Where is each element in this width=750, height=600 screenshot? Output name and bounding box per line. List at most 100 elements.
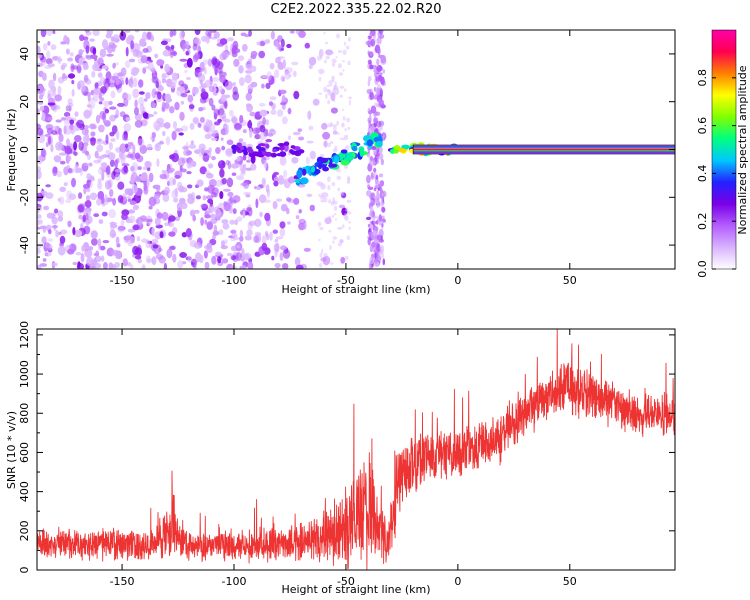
noise-blob (368, 119, 372, 129)
noise-blob (123, 123, 132, 132)
noise-blob (151, 76, 159, 84)
noise-blob (214, 65, 218, 76)
y-tick-label: 0 (18, 146, 31, 153)
noise-blob (188, 144, 197, 149)
noise-blob (39, 225, 48, 230)
chirp-blob (366, 139, 374, 147)
noise-blob (142, 112, 149, 119)
y-tick-label: 0 (18, 567, 31, 574)
noise-blob (245, 92, 252, 102)
noise-blob (168, 215, 176, 222)
noise-blob (147, 61, 154, 71)
noise-blob (93, 213, 100, 218)
noise-blob (236, 156, 242, 162)
noise-blob (238, 65, 244, 74)
noise-blob (279, 156, 287, 166)
noise-blob (45, 192, 54, 200)
noise-blob (339, 94, 344, 98)
noise-blob (212, 58, 221, 68)
noise-blob (100, 255, 105, 262)
y-tick-label: 800 (18, 403, 31, 424)
noise-blob (51, 262, 58, 267)
snr-line (37, 329, 675, 570)
noise-blob (125, 46, 129, 57)
noise-blob (332, 125, 337, 131)
noise-blob (276, 198, 283, 202)
noise-blob (186, 57, 193, 68)
noise-blob (219, 38, 228, 45)
noise-blob (197, 45, 202, 55)
noise-blob (226, 139, 234, 146)
noise-blob (230, 229, 237, 234)
noise-blob (327, 184, 331, 191)
spectrogram-panel: -150 -100 -50 0 50 -40 -20 0 20 40 Height of stra… (5, 29, 676, 296)
noise-blob (78, 49, 85, 53)
noise-blob (185, 76, 191, 81)
noise-blob (161, 78, 167, 84)
noise-blob (177, 157, 185, 167)
noise-blob (127, 141, 132, 150)
noise-blob (42, 72, 47, 82)
noise-blob (346, 117, 350, 123)
noise-blob (326, 142, 331, 148)
noise-blob (114, 62, 119, 66)
noise-blob (366, 174, 371, 184)
noise-blob (371, 145, 377, 150)
noise-blob (183, 149, 192, 157)
noise-blob (60, 117, 67, 121)
noise-blob (153, 194, 161, 199)
noise-blob (157, 92, 162, 100)
noise-blob (316, 181, 323, 187)
noise-blob (376, 243, 381, 253)
noise-blob (339, 85, 345, 89)
noise-blob (94, 82, 99, 89)
noise-blob (248, 220, 256, 226)
noise-blob (126, 153, 134, 159)
noise-blob (366, 190, 372, 197)
noise-blob (91, 238, 98, 246)
noise-blob (282, 59, 286, 69)
noise-blob (85, 45, 90, 54)
y-tick-label: 40 (18, 47, 31, 61)
noise-blob (39, 263, 48, 267)
noise-blob (347, 175, 350, 182)
noise-blob (50, 144, 54, 153)
noise-blob (46, 212, 55, 219)
noise-blob (335, 132, 341, 135)
noise-blob (380, 244, 384, 254)
chirp-blob (375, 140, 383, 148)
noise-blob (218, 229, 224, 236)
noise-blob (308, 125, 314, 131)
noise-blob (203, 66, 207, 75)
noise-blob (348, 99, 351, 106)
noise-blob (111, 125, 118, 134)
noise-blob (303, 247, 311, 252)
noise-blob (331, 75, 335, 83)
noise-blob (268, 101, 274, 107)
noise-blob (156, 158, 160, 168)
noise-blob (213, 112, 218, 120)
noise-blob (167, 169, 174, 174)
noise-blob (121, 166, 129, 175)
noise-blob (293, 197, 300, 205)
noise-blob (67, 57, 73, 62)
chirp-blob (232, 148, 237, 154)
noise-blob (371, 220, 374, 226)
noise-blob (67, 168, 73, 174)
noise-blob (373, 66, 377, 74)
noise-blob (379, 145, 383, 154)
noise-blob (78, 62, 85, 66)
noise-blob (146, 167, 151, 172)
noise-blob (323, 253, 328, 257)
chirp-blob (322, 166, 329, 172)
noise-blob (112, 197, 117, 206)
noise-blob (275, 236, 284, 240)
noise-blob (272, 201, 278, 210)
noise-blob (366, 88, 372, 95)
noise-blob (42, 258, 47, 262)
noise-blob (122, 258, 128, 267)
noise-blob (65, 48, 70, 55)
noise-blob (94, 150, 99, 159)
noise-blob (130, 264, 134, 269)
noise-blob (243, 165, 247, 174)
